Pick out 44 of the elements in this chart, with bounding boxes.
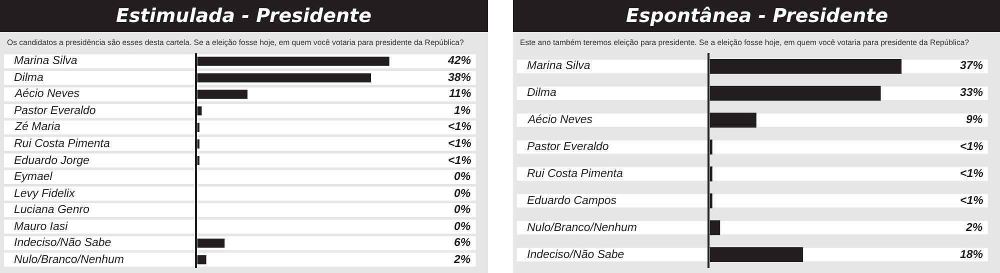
data-label: 0% [454, 171, 471, 183]
y-tick-label: Nulo/Branco/Nenhum [527, 222, 638, 234]
y-tick-label: Zé Maria [14, 121, 60, 133]
data-label: <1% [448, 121, 472, 133]
y-tick-label: Eymael [14, 171, 53, 183]
y-tick-label: Rui Costa Pimenta [527, 168, 623, 180]
data-label: 18% [960, 249, 984, 261]
chart-title: Estimulada - Presidente [116, 5, 372, 27]
y-tick-label: Indeciso/Não Sabe [14, 237, 112, 249]
data-label: 38% [448, 72, 472, 84]
y-tick-label: Mauro Iasi [14, 221, 68, 233]
y-tick-label: Dilma [14, 72, 44, 84]
y-tick-label: Eduardo Jorge [14, 155, 90, 167]
data-label: <1% [960, 195, 984, 207]
data-label: 0% [454, 204, 471, 216]
y-tick-label: Aécio Neves [14, 88, 80, 100]
data-label: 9% [966, 114, 983, 126]
data-label: 42% [447, 55, 472, 67]
data-label: <1% [960, 168, 984, 180]
y-tick-label: Marina Silva [14, 55, 78, 67]
data-label: <1% [960, 141, 984, 153]
data-label: 37% [960, 60, 984, 72]
data-label: 1% [454, 105, 471, 117]
data-label: 0% [454, 221, 471, 233]
y-tick-label: Pastor Everaldo [527, 141, 610, 153]
y-tick-label: Rui Costa Pimenta [14, 138, 110, 150]
chart-title: Espontânea - Presidente [626, 5, 888, 27]
y-tick-label: Aécio Neves [527, 114, 593, 126]
y-tick-label: Eduardo Campos [527, 195, 617, 207]
y-tick-label: Luciana Genro [14, 204, 90, 216]
data-label: 11% [449, 88, 472, 100]
y-tick-label: Indeciso/Não Sabe [527, 249, 624, 261]
y-tick-label: Dilma [527, 87, 556, 99]
data-label: 6% [454, 237, 471, 249]
data-label: <1% [448, 138, 472, 150]
data-label: 2% [453, 254, 471, 266]
y-tick-label: Marina Silva [527, 60, 590, 72]
data-label: 33% [960, 87, 984, 99]
data-label: 2% [965, 222, 983, 234]
y-tick-label: Nulo/Branco/Nenhum [14, 254, 124, 266]
data-label: 0% [454, 188, 471, 200]
data-label: <1% [448, 155, 472, 167]
y-tick-label: Levy Fidelix [14, 188, 76, 200]
y-tick-label: Pastor Everaldo [14, 105, 96, 117]
